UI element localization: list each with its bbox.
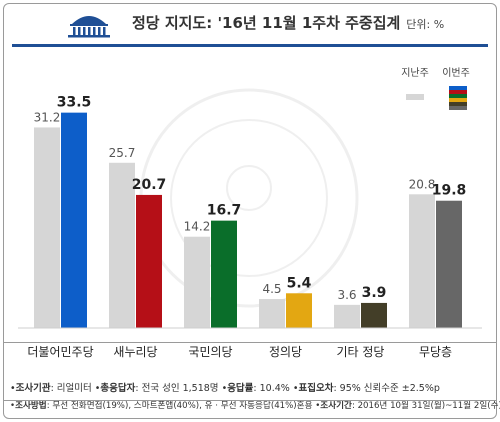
category-label-1: 새누리당 — [113, 345, 157, 359]
footer-line-2: •조사방법: 무선 전화면접(19%), 스마트폰앱(40%), 유 · 무선 … — [10, 399, 500, 411]
bars-group: 31.233.5 25.7 20.7 14.216.7 4.5 5.4 3.6 3.9 20.8… — [34, 95, 467, 329]
category-label-4: 기타 정당 — [337, 345, 385, 359]
legend-swatch-curr-2 — [449, 94, 467, 98]
category-label-5: 무당층 — [419, 345, 452, 359]
footer-value-agency: : 리얼미터 — [50, 383, 92, 394]
footer-label-period: 조사기간 — [320, 401, 352, 411]
title-underline — [12, 44, 488, 47]
watermark-seal — [139, 88, 359, 308]
footer-bullet: • — [10, 383, 16, 394]
legend-swatch-curr-0 — [449, 86, 467, 90]
legend-swatch-curr-1 — [449, 90, 467, 94]
value-label-curr-0: 33.5 — [57, 95, 92, 111]
footer-value-method: : 무선 전화면접(19%), 스마트폰앱(40%), 유 · 무선 자동응답(… — [46, 401, 313, 411]
bar-curr-0 — [61, 112, 87, 329]
chart-frame: 정당 지지도: '16년 11월 1주차 주중집계 단위: % 지난주 이번주 31… — [3, 3, 500, 419]
value-label-curr-5: 19.8 — [432, 183, 467, 199]
unit-label: 단위: % — [406, 18, 445, 31]
footer-bullet: • — [10, 401, 16, 411]
legend-swatch-curr-5 — [449, 106, 467, 110]
bar-curr-2 — [211, 220, 237, 328]
legend: 지난주 이번주 — [401, 67, 470, 110]
value-label-prev-2: 14.2 — [184, 220, 211, 234]
footer-bullet: • — [315, 401, 321, 411]
category-label-2: 국민의당 — [188, 345, 232, 359]
legend-swatch-curr-4 — [449, 102, 467, 106]
footer-bullet: • — [292, 383, 299, 394]
category-label-3: 정의당 — [269, 345, 302, 359]
footer-bullet: • — [221, 383, 228, 394]
footer-value-error: : 95% 신뢰수준 ±2.5%p — [333, 383, 440, 394]
category-labels: 더불어민주당 새누리당 국민의당 정의당 기타 정당 무당층 — [27, 345, 452, 359]
footer-label-respondents: 총응답자 — [100, 383, 136, 394]
chart-title: 정당 지지도: '16년 11월 1주차 주중집계 단위: % — [132, 14, 445, 32]
bar-curr-4 — [361, 302, 387, 328]
bar-curr-3 — [286, 293, 312, 328]
bar-prev-5 — [409, 194, 435, 328]
footer-label-response-rate: 응답률 — [227, 383, 254, 394]
value-label-prev-5: 20.8 — [409, 177, 436, 191]
footer-label-method: 조사방법 — [15, 401, 47, 411]
value-label-curr-4: 3.9 — [362, 285, 387, 301]
footer-label-agency: 조사기관 — [15, 383, 51, 394]
value-label-curr-1: 20.7 — [132, 177, 167, 193]
value-label-prev-3: 4.5 — [262, 282, 281, 296]
value-label-prev-4: 3.6 — [337, 288, 356, 302]
value-label-prev-0: 31.2 — [34, 110, 61, 124]
footer-bullet: • — [94, 383, 101, 394]
header: 정당 지지도: '16년 11월 1주차 주중집계 단위: % — [4, 4, 496, 44]
footer-mid-divider — [4, 400, 496, 401]
value-label-curr-2: 16.7 — [207, 203, 242, 219]
bar-prev-1 — [109, 162, 135, 328]
bar-prev-3 — [259, 299, 285, 328]
bar-chart: 지난주 이번주 31.233.5 25.7 20.7 14.216.7 4.5 5.4 3.6… — [18, 67, 482, 359]
footer-divider — [4, 342, 496, 343]
footer-value-period: : 2016년 10월 31일(월)~11월 2일(수) — [351, 401, 500, 411]
category-label-0: 더불어민주당 — [27, 345, 93, 359]
footer-line-1: •조사기관: 리얼미터 •총응답자: 전국 성인 1,518명 •응답률: 10… — [10, 380, 440, 394]
bar-curr-1 — [136, 194, 162, 328]
legend-swatch-prev — [406, 94, 424, 100]
bar-prev-2 — [184, 236, 210, 328]
bar-curr-5 — [436, 200, 462, 328]
value-label-curr-3: 5.4 — [287, 275, 312, 291]
footer-value-response-rate: : 10.4% — [253, 383, 290, 394]
legend-swatch-curr-3 — [449, 98, 467, 102]
bar-prev-0 — [34, 127, 60, 328]
value-label-prev-1: 25.7 — [109, 146, 136, 160]
footer-value-respondents: : 전국 성인 1,518명 — [135, 383, 219, 394]
legend-label-curr: 이번주 — [442, 67, 470, 79]
legend-label-prev: 지난주 — [401, 67, 429, 79]
footer-label-error: 표집오차 — [298, 383, 334, 394]
assembly-icon — [68, 16, 110, 38]
bar-prev-4 — [334, 304, 360, 328]
